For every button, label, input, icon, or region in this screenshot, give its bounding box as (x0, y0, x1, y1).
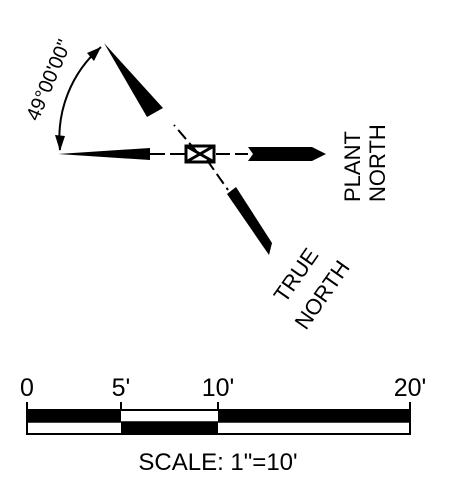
true-north-arrow (206, 159, 272, 255)
scale-tick-label-10: 10' (202, 374, 235, 402)
scale-caption: SCALE: 1"=10' (138, 449, 297, 476)
scale-seg-bottom-5-10 (121, 422, 218, 434)
plant-north-label-line1: PLANT (340, 131, 365, 202)
angle-arc-arrow-bottom (55, 135, 65, 151)
scale-bar: 0 5' 10' 20' SCALE: 1"=10' (20, 374, 426, 476)
angle-arc-arrow-top (87, 47, 101, 61)
true-north-arrow-head (227, 187, 272, 255)
scale-tick-label-5: 5' (112, 374, 131, 402)
plant-north-arrow (216, 147, 326, 161)
scale-tick-label-20: 20' (394, 374, 427, 402)
scale-tick-label-0: 0 (20, 374, 34, 402)
scale-seg-top-10-20 (218, 410, 410, 422)
plant-north-arrow-head (248, 147, 326, 161)
horizontal-north-arrow (58, 148, 186, 160)
diagonal-arrow-head (104, 43, 163, 117)
center-cross-2 (185, 144, 215, 164)
angle-label: 49°00'00" (22, 37, 76, 124)
horizontal-arrow-head (58, 148, 150, 160)
scale-seg-top-0-5 (27, 410, 121, 422)
plant-north-label-line2: NORTH (365, 124, 390, 202)
north-arrow-center (184, 144, 216, 164)
angle-dimension (55, 46, 102, 151)
diagonal-north-arrow (104, 43, 198, 153)
